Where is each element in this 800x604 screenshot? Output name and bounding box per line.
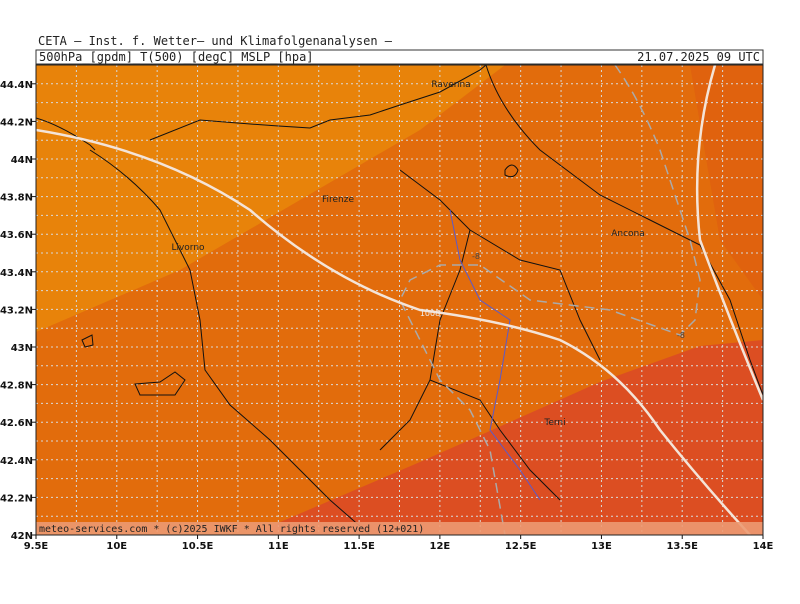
x-tick-label: 9.5E (24, 541, 49, 552)
y-tick-label: 42.8N (0, 381, 33, 392)
y-tick-label: 44N (11, 155, 33, 166)
temperature-label: -8 (677, 331, 685, 340)
y-tick-label: 42.2N (0, 493, 33, 504)
city-label: Terni (543, 418, 565, 428)
city-label: Ravenna (431, 80, 470, 90)
y-tick-label: 43.2N (0, 305, 33, 316)
temp-band (690, 65, 763, 300)
axis-ticks: 9.5E 10E 10.5E 11E 11.5E 12E 12.5E 13E 13.5E 14E 4… (0, 80, 774, 552)
temperature-contour (399, 65, 701, 535)
y-tick-label: 44.4N (0, 80, 33, 91)
y-tick-label: 43.8N (0, 193, 33, 204)
x-tick-label: 14E (753, 541, 774, 552)
y-tick-label: 42.6N (0, 418, 33, 429)
city-label: Firenze (322, 195, 354, 205)
map-frame (35, 64, 764, 536)
x-tick-label: 11E (268, 541, 289, 552)
isobar (36, 65, 763, 535)
x-tick-label: 10.5E (182, 541, 214, 552)
datetime: 21.07.2025 09 UTC (637, 50, 760, 64)
footer: meteo-services.com * (c)2025 IWKF * All … (39, 524, 424, 535)
city-label: Livorno (171, 243, 205, 253)
title: CETA — Inst. f. Wetter— und Klimafolgena… (38, 34, 393, 48)
temperature-label: -8 (472, 252, 480, 261)
grid (36, 65, 763, 535)
y-tick-label: 44.2N (0, 117, 33, 128)
subtitle: 500hPa_[gpdm]_T(500)_[degC]_MSLP_[hpa] (39, 50, 314, 64)
coastline (36, 65, 763, 535)
y-tick-label: 42N (11, 531, 33, 542)
y-tick-label: 43.6N (0, 230, 33, 241)
y-tick-label: 43.4N (0, 268, 33, 279)
river (449, 209, 541, 501)
footer-band (36, 522, 763, 535)
isobar-label: 1008 (420, 309, 440, 318)
y-tick-label: 43N (11, 343, 33, 354)
map-area (36, 65, 763, 535)
temp-band (250, 340, 763, 535)
y-tick-label: 42.4N (0, 456, 33, 467)
contour-labels: 1008 -8 -8 (420, 252, 685, 340)
x-tick-label: 12E (430, 541, 451, 552)
city-labels: Ravenna Firenze Livorno Ancona Terni (171, 80, 644, 428)
x-tick-label: 10E (106, 541, 127, 552)
x-tick-label: 13.5E (666, 541, 698, 552)
temp-band (36, 65, 505, 332)
x-tick-label: 11.5E (343, 541, 375, 552)
city-label: Ancona (611, 229, 645, 239)
x-tick-label: 13E (591, 541, 612, 552)
x-tick-label: 12.5E (505, 541, 537, 552)
subtitle-box (35, 49, 764, 65)
